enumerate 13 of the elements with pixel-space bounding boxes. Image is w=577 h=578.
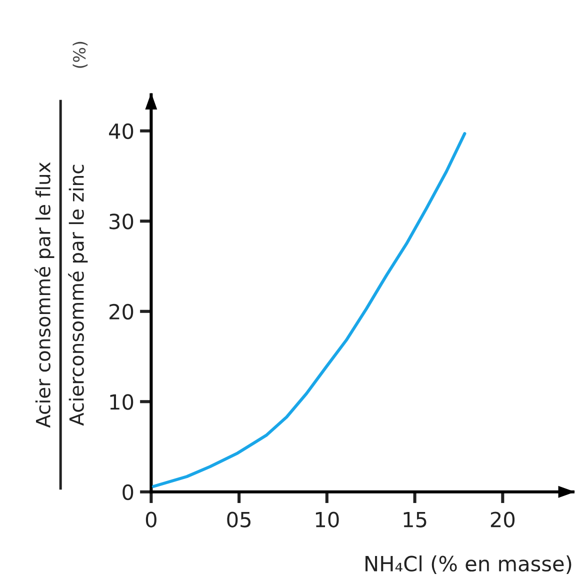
x-tick-label: 15: [404, 512, 426, 528]
y-tick-label: 20: [110, 304, 134, 320]
y-tick-label: 10: [110, 394, 134, 410]
x-tick-label: 0: [146, 512, 156, 528]
line-series: [152, 132, 466, 488]
x-tick-label: 10: [316, 512, 339, 528]
y-tick-label: 40: [109, 123, 134, 140]
y-tick-label: 30: [110, 214, 134, 230]
y-tick-label: 0: [122, 484, 134, 500]
x-tick-label: 05: [227, 512, 250, 528]
x-axis-title: NH₄Cl (% en masse): [366, 555, 572, 574]
text: Acier consommé par le flux Acierconsommé par le zinc (%): [34, 42, 88, 428]
x-tick-label: 20: [490, 512, 515, 528]
